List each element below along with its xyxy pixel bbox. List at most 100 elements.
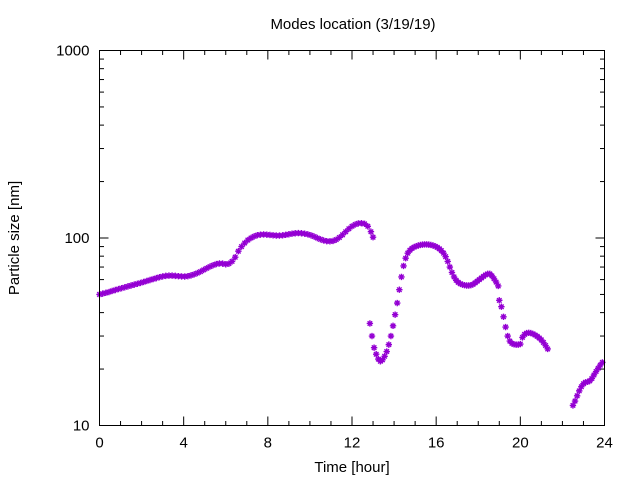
data-point bbox=[467, 282, 475, 289]
data-point bbox=[108, 287, 116, 295]
data-point bbox=[232, 253, 239, 261]
data-point bbox=[442, 253, 449, 260]
data-point bbox=[387, 332, 395, 340]
data-point bbox=[99, 290, 106, 297]
data-point bbox=[137, 279, 144, 287]
data-point bbox=[342, 228, 349, 235]
data-point bbox=[367, 228, 375, 235]
data-point bbox=[508, 340, 516, 347]
data-point bbox=[235, 248, 242, 255]
data-point bbox=[209, 262, 217, 269]
data-point bbox=[496, 297, 503, 304]
x-tick-label: 24 bbox=[596, 435, 613, 452]
y-axis-label: Particle size [nm] bbox=[6, 181, 23, 295]
data-point bbox=[194, 269, 201, 277]
data-point bbox=[190, 271, 198, 278]
x-axis-label: Time [hour] bbox=[314, 459, 389, 476]
data-point bbox=[410, 243, 418, 251]
chart-title: Modes location (3/19/19) bbox=[270, 16, 435, 33]
data-point bbox=[544, 345, 551, 353]
data-point bbox=[385, 341, 393, 348]
data-point bbox=[457, 280, 464, 287]
data-point bbox=[576, 387, 583, 395]
data-point bbox=[448, 269, 456, 276]
y-tick-label: 10 bbox=[73, 418, 90, 435]
data-point bbox=[140, 278, 147, 286]
data-point bbox=[438, 247, 445, 254]
data-point bbox=[369, 233, 377, 241]
data-point bbox=[412, 243, 420, 250]
data-point bbox=[502, 323, 509, 331]
data-point bbox=[599, 359, 606, 366]
x-tick-label: 20 bbox=[512, 435, 529, 452]
data-point bbox=[540, 339, 547, 346]
data-point bbox=[134, 280, 141, 287]
data-point bbox=[542, 342, 549, 349]
data-points bbox=[96, 219, 606, 409]
data-point bbox=[498, 303, 505, 310]
data-point bbox=[115, 285, 122, 293]
y-tick-label: 100 bbox=[64, 230, 89, 247]
data-point bbox=[398, 273, 405, 281]
data-point bbox=[590, 371, 598, 379]
data-point bbox=[345, 225, 353, 232]
data-point bbox=[578, 383, 585, 390]
data-point bbox=[383, 348, 390, 355]
data-point bbox=[200, 266, 207, 274]
data-point bbox=[504, 332, 511, 340]
data-point bbox=[153, 274, 160, 282]
data-point bbox=[228, 258, 236, 265]
data-point bbox=[396, 286, 403, 293]
data-point bbox=[364, 223, 371, 230]
data-point bbox=[450, 273, 458, 281]
data-point bbox=[597, 361, 604, 369]
x-tick-label: 4 bbox=[179, 435, 187, 452]
data-point bbox=[127, 282, 135, 289]
data-point bbox=[495, 282, 502, 290]
data-point bbox=[149, 275, 157, 283]
data-point bbox=[206, 263, 214, 270]
data-point bbox=[490, 275, 498, 282]
data-point bbox=[336, 234, 343, 241]
data-point bbox=[348, 223, 356, 230]
data-point bbox=[225, 260, 233, 267]
data-point bbox=[381, 353, 388, 360]
data-point bbox=[250, 233, 258, 240]
data-point bbox=[156, 273, 163, 281]
data-point bbox=[482, 271, 489, 279]
data-point bbox=[402, 255, 409, 262]
data-point bbox=[571, 397, 579, 405]
data-point bbox=[368, 332, 376, 340]
data-point bbox=[370, 344, 378, 351]
data-point bbox=[444, 258, 451, 265]
data-point bbox=[517, 340, 524, 348]
data-point bbox=[124, 283, 132, 290]
data-point bbox=[529, 330, 537, 338]
x-tick-label: 0 bbox=[95, 435, 103, 452]
data-point bbox=[351, 221, 359, 228]
data-point bbox=[446, 263, 454, 271]
data-point bbox=[118, 284, 125, 292]
data-point bbox=[184, 272, 192, 280]
data-point bbox=[143, 277, 151, 285]
x-tick-label: 8 bbox=[264, 435, 272, 452]
data-point bbox=[131, 281, 138, 288]
data-point bbox=[105, 288, 113, 296]
plot-frame bbox=[99, 50, 605, 426]
data-point bbox=[197, 268, 204, 275]
data-point bbox=[588, 375, 596, 382]
data-point bbox=[310, 233, 318, 240]
data-point bbox=[440, 249, 447, 257]
data-point bbox=[317, 236, 324, 243]
data-point bbox=[203, 265, 211, 272]
data-point bbox=[121, 284, 128, 291]
data-point bbox=[431, 243, 439, 250]
data-point bbox=[488, 272, 496, 280]
data-point bbox=[500, 313, 507, 320]
data-point bbox=[394, 299, 401, 307]
data-point bbox=[379, 356, 386, 364]
x-tick-label: 12 bbox=[344, 435, 361, 452]
data-point bbox=[304, 231, 312, 238]
data-point bbox=[569, 402, 577, 409]
